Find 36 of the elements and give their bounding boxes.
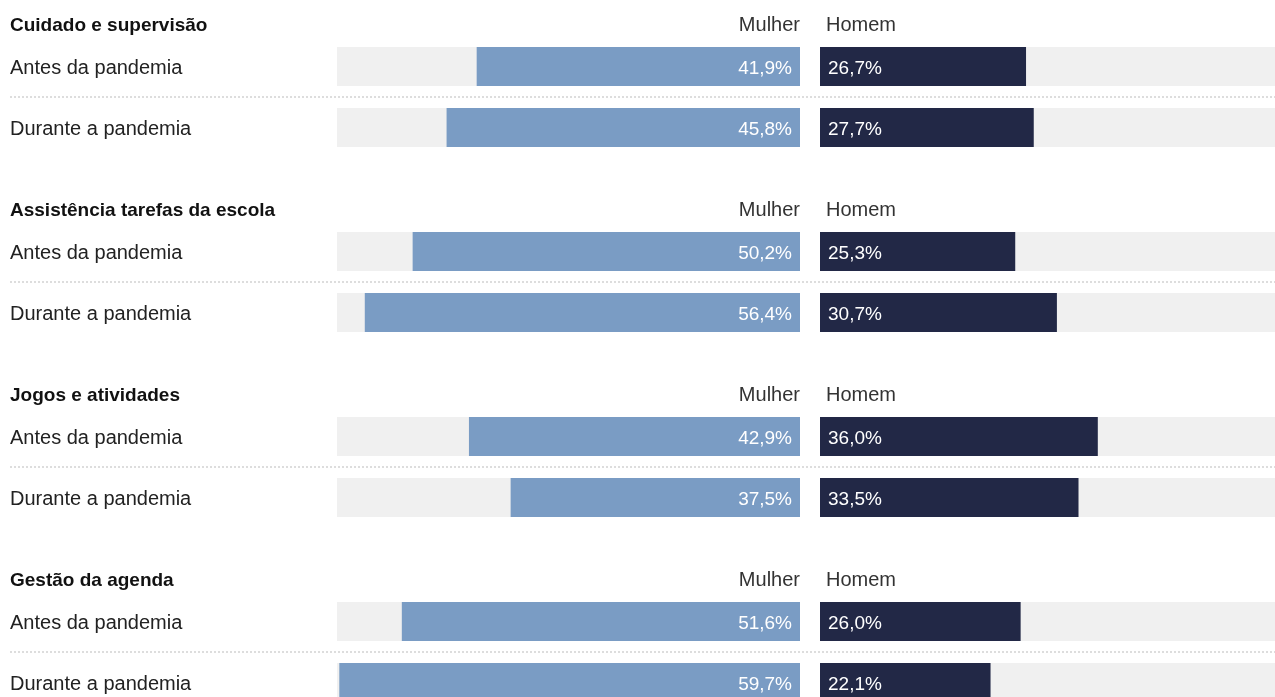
data-label: 56,4% (738, 302, 793, 324)
text: Gestão da agenda (10, 569, 175, 590)
text: Cuidado e supervisão (10, 14, 208, 35)
data-label: 45,8% (738, 117, 793, 139)
data-label: 42,9% (738, 426, 793, 448)
y-tick-label: Antes da pandemia (10, 425, 184, 448)
series-label: Mulher (738, 198, 801, 220)
y-tick-label: Antes da pandemia (10, 610, 184, 633)
series-label: Mulher (738, 568, 801, 590)
series-label: Mulher (738, 383, 801, 405)
series-label: Mulher (738, 13, 801, 35)
data-label: 50,2% (738, 241, 793, 263)
series-label: Homem (826, 383, 897, 405)
y-tick-label: Durante a pandemia (10, 486, 193, 509)
data-label: 25,3% (828, 241, 882, 263)
data-label: 37,5% (738, 487, 793, 509)
data-label: 36,0% (828, 426, 882, 448)
y-tick-label: Antes da pandemia (10, 240, 184, 263)
data-label: 22,1% (828, 672, 882, 694)
series-label: Homem (826, 198, 897, 220)
y-tick-label: Antes da pandemia (10, 55, 184, 78)
text: Assistência tarefas da escola (10, 199, 276, 220)
data-label: 30,7% (828, 302, 882, 324)
data-label: 26,7% (828, 56, 882, 78)
data-label: 27,7% (828, 117, 882, 139)
series-label: Homem (826, 568, 897, 590)
text: Jogos e atividades (10, 384, 181, 405)
series-label: Homem (826, 13, 897, 35)
y-tick-label: Durante a pandemia (10, 116, 193, 139)
y-tick-label: Durante a pandemia (10, 301, 193, 324)
data-label: 33,5% (828, 487, 882, 509)
data-label: 59,7% (738, 672, 793, 694)
data-label: 51,6% (738, 611, 793, 633)
data-label: 41,9% (738, 56, 793, 78)
y-tick-label: Durante a pandemia (10, 671, 193, 694)
data-label: 26,0% (828, 611, 882, 633)
